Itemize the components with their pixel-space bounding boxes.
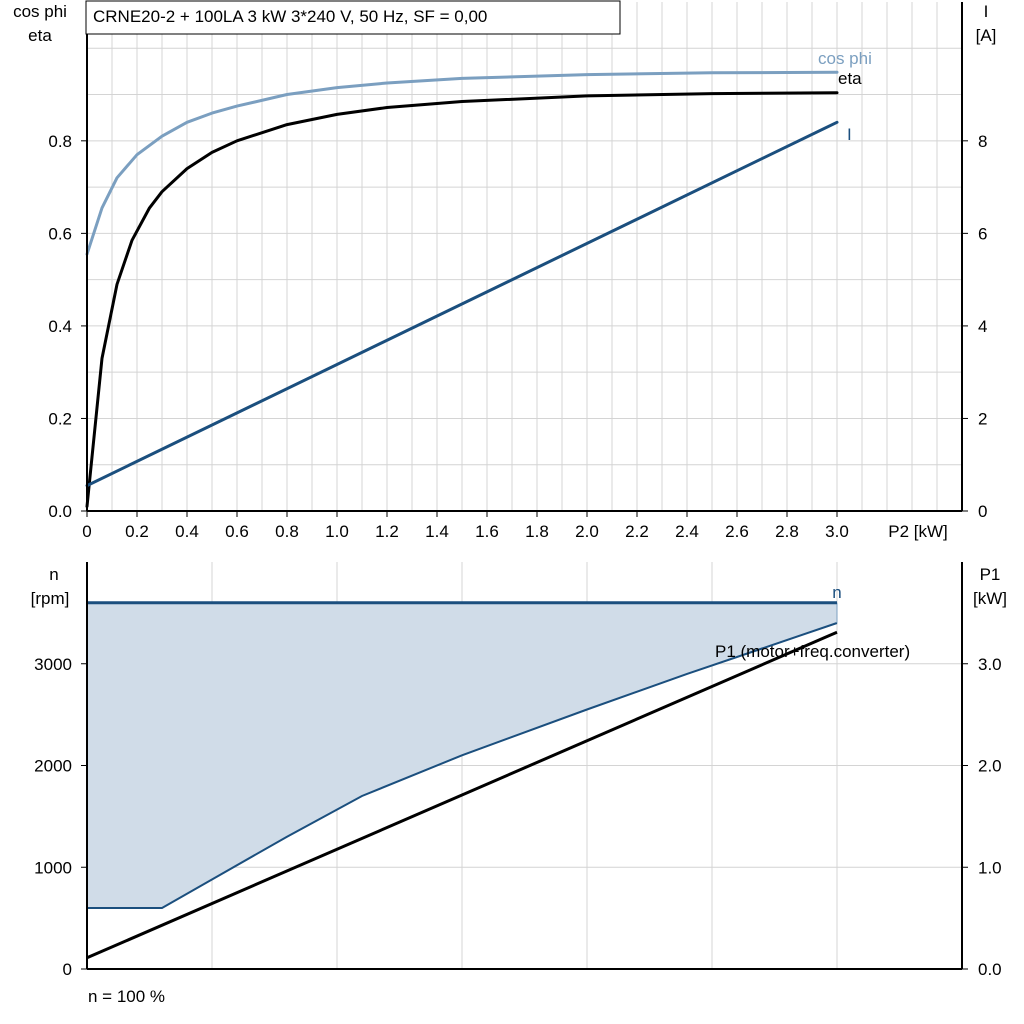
bottom-right-tick-label: 3.0 — [978, 655, 1002, 674]
bottom-chart-series — [86, 601, 838, 960]
speed-note: n = 100 % — [88, 987, 165, 1006]
top-x-tick-label: 0 — [82, 522, 91, 541]
right-axis-label-unit: [A] — [976, 26, 997, 45]
cosphi-series-label: cos phi — [818, 49, 872, 68]
title-box — [85, 0, 621, 35]
top-left-tick-label: 0.4 — [48, 317, 72, 336]
top-left-tick-label: 0.8 — [48, 132, 72, 151]
left-axis-label-cosphi: cos phi — [13, 2, 67, 21]
top-series-line-1 — [85, 91, 839, 508]
top-left-tick-label: 0.0 — [48, 502, 72, 521]
speed-axis-unit: [rpm] — [31, 589, 70, 608]
top-x-tick-label: 0.6 — [225, 522, 249, 541]
top-series-line-0 — [85, 70, 839, 256]
p1-line — [86, 630, 838, 960]
bottom-chart-ticks: 0 1000 2000 3000 0.0 1.0 2.0 3.0 — [34, 655, 1001, 979]
bottom-right-tick-label: 2.0 — [978, 757, 1002, 776]
bottom-left-tick-label: 1000 — [34, 858, 72, 877]
top-x-tick-label: 1.6 — [475, 522, 499, 541]
top-right-tick-label: 2 — [978, 409, 987, 428]
bottom-chart-labels: n [rpm] P1 [kW] n P1 (motor+freq.convert… — [31, 565, 1007, 1006]
top-right-tick-label: 0 — [978, 502, 987, 521]
top-x-tick-label: 0.8 — [275, 522, 299, 541]
top-right-tick-label: 8 — [978, 132, 987, 151]
top-right-tick-label: 6 — [978, 224, 987, 243]
power-axis-label: P1 — [980, 565, 1001, 584]
top-x-tick-label: 0.2 — [125, 522, 149, 541]
speed-series-label: n — [832, 583, 841, 602]
right-axis-label-i: I — [984, 2, 989, 21]
top-x-tick-label: 1.0 — [325, 522, 349, 541]
top-x-tick-label: 1.2 — [375, 522, 399, 541]
bottom-left-tick-label: 3000 — [34, 655, 72, 674]
top-x-tick-label: 2.8 — [775, 522, 799, 541]
speed-range-fill — [87, 602, 837, 908]
current-series-label: I — [847, 125, 852, 144]
top-x-tick-label: 3.0 — [825, 522, 849, 541]
top-x-tick-label: 2.4 — [675, 522, 699, 541]
top-chart-labels: CRNE20-2 + 100LA 3 kW 3*240 V, 50 Hz, SF… — [13, 0, 997, 541]
top-series-line-2 — [85, 120, 839, 488]
top-chart-series — [85, 70, 839, 508]
top-left-tick-label: 0.6 — [48, 224, 72, 243]
p1-series-label: P1 (motor+freq.converter) — [715, 642, 910, 661]
top-chart-grid — [87, 2, 962, 511]
power-axis-unit: [kW] — [973, 589, 1007, 608]
x-axis-label: P2 [kW] — [888, 522, 948, 541]
speed-axis-label: n — [49, 565, 58, 584]
top-right-tick-label: 4 — [978, 317, 987, 336]
bottom-right-tick-label: 1.0 — [978, 858, 1002, 877]
top-x-tick-label: 2.2 — [625, 522, 649, 541]
top-x-tick-label: 1.8 — [525, 522, 549, 541]
eta-series-label: eta — [838, 69, 862, 88]
top-x-tick-label: 2.0 — [575, 522, 599, 541]
left-axis-label-eta: eta — [28, 26, 52, 45]
top-x-tick-label: 0.4 — [175, 522, 199, 541]
bottom-left-tick-label: 2000 — [34, 757, 72, 776]
top-x-tick-label: 1.4 — [425, 522, 449, 541]
bottom-left-tick-label: 0 — [63, 960, 72, 979]
speed-lower-line — [87, 622, 838, 909]
bottom-right-tick-label: 0.0 — [978, 960, 1002, 979]
top-chart-frame — [86, 2, 963, 512]
top-x-tick-label: 2.6 — [725, 522, 749, 541]
top-left-tick-label: 0.2 — [48, 409, 72, 428]
chart-title: CRNE20-2 + 100LA 3 kW 3*240 V, 50 Hz, SF… — [93, 7, 487, 26]
top-chart-ticks: 0 0.2 0.4 0.6 0.8 1.0 1.2 1.4 1.6 1.8 2.0 2.2 2.4 2.6… — [48, 132, 987, 541]
